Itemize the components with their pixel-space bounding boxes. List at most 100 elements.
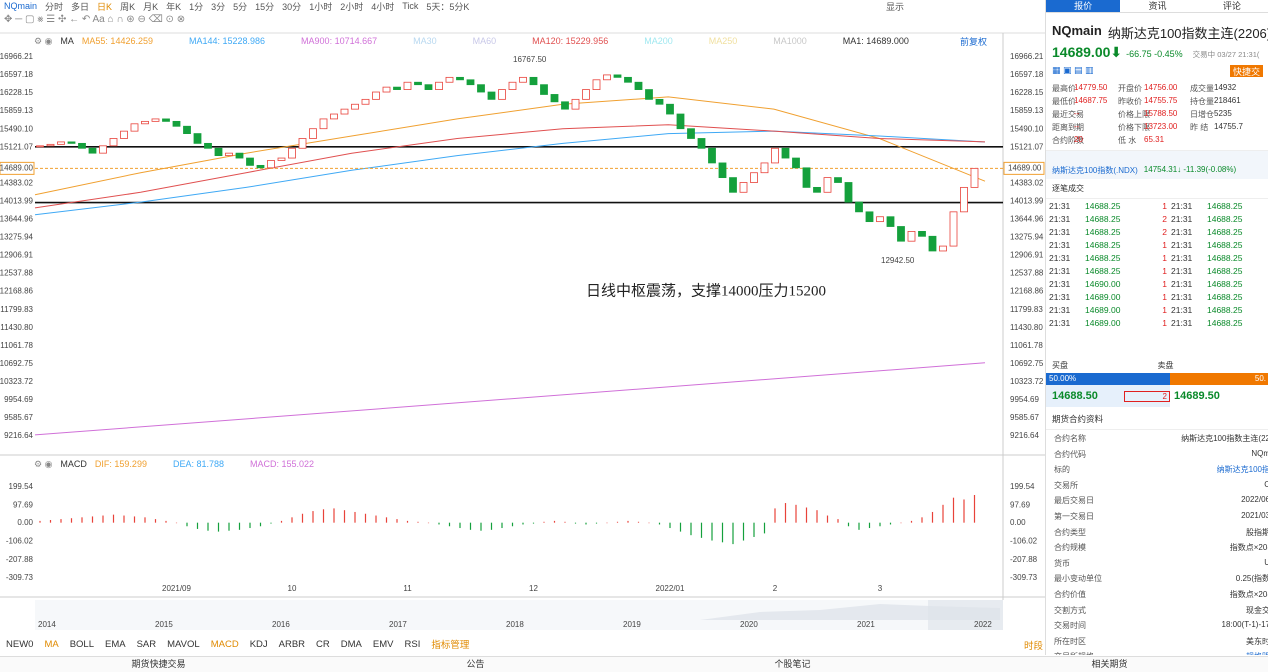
candle xyxy=(781,147,790,159)
panel-tab[interactable]: 报价 xyxy=(1046,0,1121,12)
indicator-tab[interactable]: RSI xyxy=(404,638,421,650)
book-labels: 买盘 卖盘 xyxy=(1046,330,1268,373)
indicator-tab[interactable]: MACD xyxy=(210,638,239,650)
period-tab[interactable]: 时段 xyxy=(1024,641,1044,652)
macd-bar xyxy=(385,517,388,523)
ask-label: 卖盘 xyxy=(1157,361,1174,370)
indicator-tab[interactable]: DMA xyxy=(340,638,362,650)
period-tab[interactable]: 3分 xyxy=(211,1,226,12)
period-tab[interactable]: 2小时 xyxy=(340,1,364,12)
candle xyxy=(970,167,979,188)
candle xyxy=(939,245,947,252)
macd-bar xyxy=(364,513,367,523)
macd-bar xyxy=(753,522,755,537)
candle xyxy=(886,216,895,227)
panel-tab[interactable]: 资讯 xyxy=(1148,1,1167,11)
candle xyxy=(424,84,433,90)
candle xyxy=(834,177,842,183)
candle xyxy=(907,231,916,242)
macd-bar xyxy=(606,522,608,524)
info-label: 合约类型 xyxy=(1054,527,1086,537)
period-tab[interactable]: Tick xyxy=(402,1,419,11)
y-tick-label: 97.69 xyxy=(1010,500,1031,509)
indicator-tab[interactable]: MA xyxy=(44,638,59,650)
period-tab[interactable]: 周K xyxy=(120,1,136,12)
info-value: 纳斯达克100指 xyxy=(1216,465,1268,475)
panel-tabs: 报价 资讯 评论 xyxy=(1046,0,1268,13)
macd-bar xyxy=(196,522,199,529)
y-tick-label: 15859.13 xyxy=(0,106,34,115)
ma-line xyxy=(34,130,986,216)
quote-label: 价格上限 xyxy=(1118,110,1150,119)
candle xyxy=(844,182,853,203)
symbol[interactable]: NQmain xyxy=(4,1,38,11)
quote-label: 昨收价 xyxy=(1118,97,1142,106)
macd-bar xyxy=(102,515,104,523)
macd-bar xyxy=(742,522,745,541)
trade-cell: 21:31 xyxy=(1049,292,1071,302)
indicator-tab[interactable]: 指标管理 xyxy=(431,640,470,651)
indicator-tab[interactable]: ARBR xyxy=(278,638,306,650)
candle xyxy=(288,147,296,159)
indicator-tab[interactable]: KDJ xyxy=(249,638,268,650)
candle xyxy=(435,81,443,90)
adjust[interactable]: 前复权 xyxy=(960,37,988,47)
period-tab[interactable]: 1分 xyxy=(189,1,204,12)
y-tick-label: -106.02 xyxy=(6,537,34,546)
y-tick-label: 12537.88 xyxy=(1010,269,1044,278)
period-tab[interactable]: 多日 xyxy=(71,1,90,12)
indicator-tab[interactable]: SAR xyxy=(136,638,157,650)
quick-button[interactable]: 快捷交 xyxy=(1229,65,1263,77)
chart: 日线中枢震荡，支撑14000压力15200 16767.50 12942.50 … xyxy=(0,32,1045,630)
indicator-tab[interactable]: EMV xyxy=(372,638,394,650)
bid-cell: 14688.50 2 xyxy=(1046,385,1170,407)
period-tab[interactable]: 1小时 xyxy=(309,1,333,12)
y-tick-label: 9954.69 xyxy=(4,395,33,404)
indicator-tab[interactable]: EMA xyxy=(105,638,126,650)
macd-bar xyxy=(123,515,125,523)
candle xyxy=(445,76,454,83)
indicator-tab[interactable]: NEW0 xyxy=(6,638,34,650)
y-tick-label: 97.69 xyxy=(13,500,34,509)
candle xyxy=(99,145,107,154)
period-tab[interactable]: 4小时 xyxy=(371,1,395,12)
period-tab[interactable]: 日K xyxy=(97,1,113,12)
footer-tab[interactable]: 期货快捷交易 xyxy=(131,659,186,669)
quote-label: 合约阶数 xyxy=(1052,136,1084,145)
y-tick-label: 9585.67 xyxy=(1010,413,1039,422)
period-tab[interactable]: 月K xyxy=(143,1,159,12)
footer-tab[interactable]: 相关期货 xyxy=(1091,659,1128,669)
y-tick-label: 12537.88 xyxy=(0,269,34,278)
info-value: U xyxy=(1144,558,1268,569)
footer-tab[interactable]: 公告 xyxy=(466,659,485,669)
candle xyxy=(561,101,569,110)
quote-value: -- xyxy=(1074,122,1080,131)
macd-bar xyxy=(154,519,157,523)
period-tab[interactable]: 分时 xyxy=(45,1,64,12)
macd-bar xyxy=(207,522,209,531)
y-tick-label: 15121.07 xyxy=(1010,142,1044,151)
macd-bar xyxy=(238,522,241,530)
macd-bar xyxy=(711,522,713,541)
y-tick-label: 15121.07 xyxy=(0,142,34,151)
trade-cell: 21:31 xyxy=(1171,318,1193,328)
period-tab[interactable]: 5分 xyxy=(233,1,248,12)
candle xyxy=(739,182,748,193)
display-menu[interactable]: 显示 xyxy=(886,2,905,12)
macd-bar xyxy=(49,520,52,523)
indicator-tab[interactable]: BOLL xyxy=(69,638,94,650)
trade-cell: 21:31 xyxy=(1049,266,1071,276)
period-tab[interactable]: 30分 xyxy=(282,1,302,12)
trade-cell: 21:31 xyxy=(1049,305,1071,315)
macd-bar xyxy=(490,522,493,530)
candle xyxy=(708,147,716,164)
indicator-tab[interactable]: CR xyxy=(316,638,330,650)
footer-tab[interactable]: 个股笔记 xyxy=(774,659,811,669)
period-tab[interactable]: 5天：5分K xyxy=(426,1,470,12)
candle xyxy=(309,128,317,139)
indicator-tab[interactable]: MAVOL xyxy=(167,638,200,650)
overview-year: 2015 xyxy=(155,620,173,629)
period-tab[interactable]: 15分 xyxy=(255,1,275,12)
period-tab[interactable]: 年K xyxy=(166,1,182,12)
panel-tab[interactable]: 评论 xyxy=(1222,1,1241,11)
